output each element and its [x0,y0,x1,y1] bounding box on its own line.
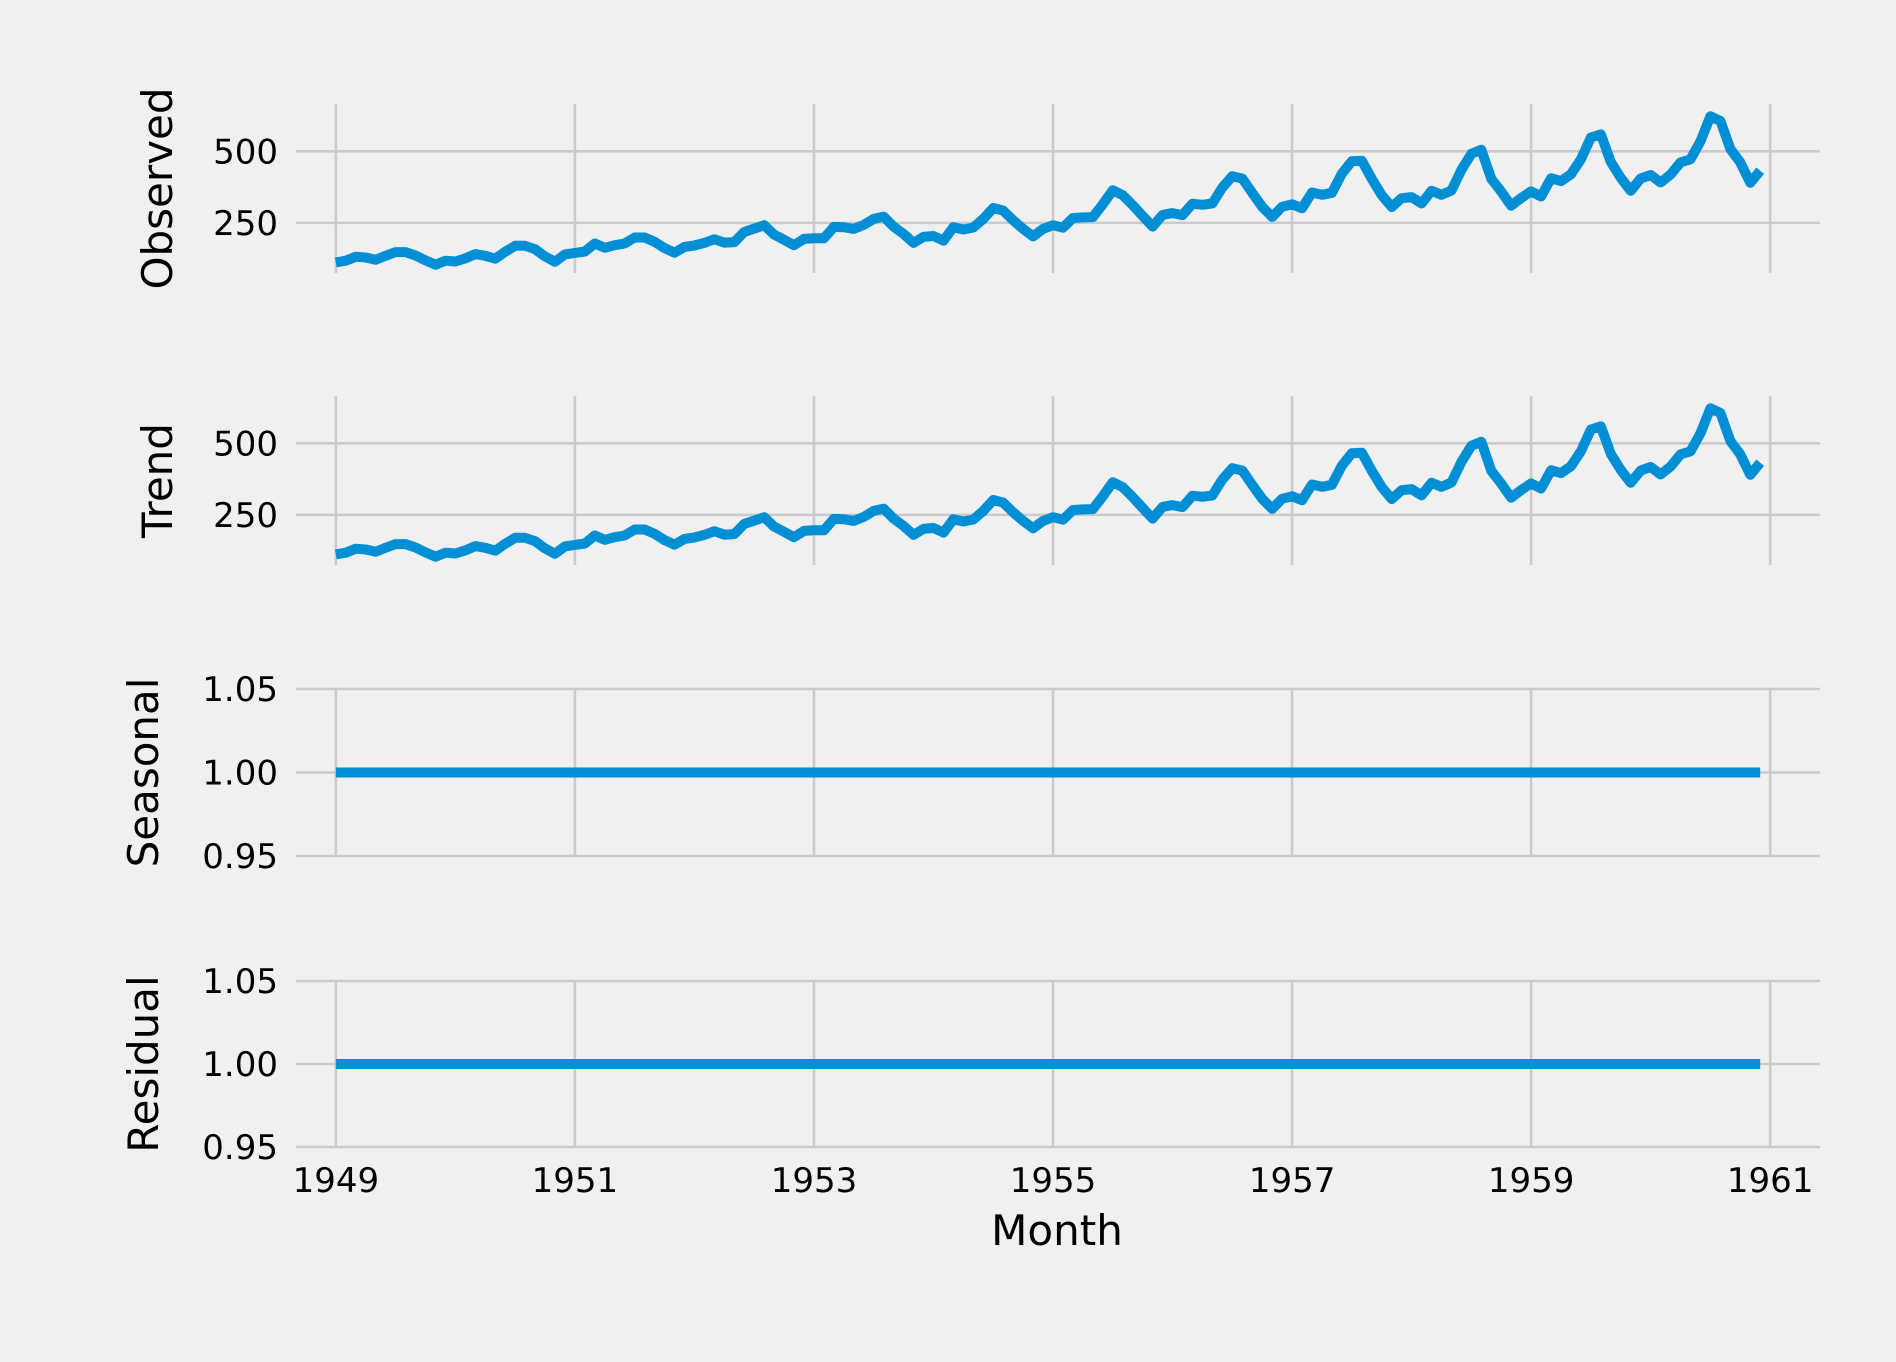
y-tick-label: 1.00 [202,754,278,794]
x-tick-label: 1949 [293,1161,380,1201]
x-axis: 1949 1951 1953 1955 1957 1959 1961 [293,1161,1814,1201]
y-tick-label: 250 [213,496,278,536]
x-tick-label: 1951 [532,1161,619,1201]
y-tick-label: 0.95 [202,837,278,877]
y-tick-label: 250 [213,204,278,244]
y-axis-title: Trend [133,423,182,539]
panel-seasonal: 0.95 1.00 1.05 Seasonal [119,670,1820,877]
x-tick-label: 1959 [1488,1161,1575,1201]
y-axis-title: Residual [119,975,168,1152]
y-tick-label: 1.05 [202,670,278,710]
panel-observed: 250 500 Observed [133,87,1820,290]
x-tick-label: 1955 [1010,1161,1097,1201]
series-line-observed [334,111,1765,270]
y-tick-label: 1.05 [202,962,278,1002]
y-tick-label: 1.00 [202,1045,278,1085]
y-axis-title: Seasonal [119,678,168,868]
y-axis-title: Observed [133,87,182,289]
x-tick-label: 1957 [1249,1161,1336,1201]
x-axis-title: Month [991,1206,1123,1255]
y-tick-label: 500 [213,132,278,172]
y-tick-label: 500 [213,424,278,464]
panel-residual: 0.95 1.00 1.05 Residual [119,962,1820,1168]
x-tick-label: 1961 [1727,1161,1814,1201]
x-tick-label: 1953 [771,1161,858,1201]
panel-trend: 250 500 Trend [133,396,1820,565]
series-line-trend [334,403,1765,562]
y-tick-label: 0.95 [202,1128,278,1168]
